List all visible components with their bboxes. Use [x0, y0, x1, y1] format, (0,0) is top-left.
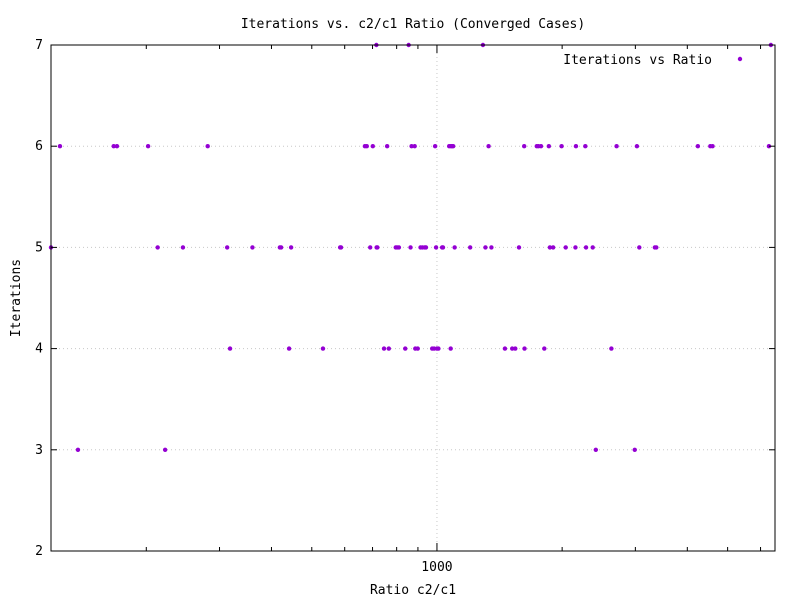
data-point	[440, 245, 446, 250]
data-point	[583, 144, 588, 149]
data-point	[583, 245, 589, 250]
legend: Iterations vs Ratio	[563, 53, 743, 68]
data-point	[452, 245, 457, 250]
grid-lines	[51, 45, 775, 551]
data-point	[542, 346, 547, 351]
data-point	[227, 346, 233, 351]
data-point	[573, 144, 579, 149]
y-tick-label: 5	[35, 240, 43, 255]
data-point	[593, 447, 599, 452]
data-point	[370, 144, 375, 149]
data-point	[450, 144, 456, 149]
y-tick-label: 3	[35, 443, 43, 458]
data-point	[448, 346, 453, 351]
y-tick-label: 2	[35, 544, 43, 559]
axis-ticks	[51, 44, 775, 552]
y-tick-label: 6	[35, 139, 43, 154]
chart-title: Iterations vs. c2/c1 Ratio (Converged Ca…	[241, 17, 585, 32]
data-point	[637, 245, 642, 250]
data-point	[375, 245, 380, 250]
data-point	[75, 447, 81, 452]
data-point	[162, 447, 168, 452]
data-point	[695, 144, 701, 149]
x-tick-label: 1000	[421, 560, 452, 575]
data-point	[412, 144, 417, 149]
data-point	[250, 245, 255, 250]
tick-labels: 2 3 4 5 6 7 1000	[35, 38, 452, 575]
data-point	[145, 144, 151, 149]
data-point	[278, 245, 284, 250]
data-point	[205, 144, 210, 149]
data-point	[415, 346, 420, 351]
data-point	[408, 245, 413, 250]
data-point	[180, 245, 186, 250]
data-point	[432, 144, 438, 149]
y-axis-label: Iterations	[9, 259, 24, 337]
data-point	[386, 346, 392, 351]
plot-frame	[50, 44, 776, 552]
data-point	[364, 144, 369, 149]
data-point	[538, 144, 544, 149]
data-point	[224, 245, 230, 250]
data-point	[368, 245, 373, 250]
data-point	[766, 144, 772, 149]
legend-marker	[737, 56, 743, 62]
data-point	[563, 245, 568, 250]
data-point	[384, 144, 390, 149]
data-point	[155, 245, 160, 250]
data-point	[436, 346, 441, 351]
data-point	[396, 245, 402, 250]
y-tick-label: 4	[35, 342, 43, 357]
data-points	[48, 42, 774, 452]
data-point	[710, 144, 715, 149]
data-point	[320, 346, 326, 351]
data-point	[486, 144, 491, 149]
data-point	[409, 144, 414, 149]
legend-label: Iterations vs Ratio	[563, 53, 712, 68]
data-point	[614, 144, 619, 149]
data-point	[521, 144, 527, 149]
data-point	[547, 245, 553, 250]
data-point	[114, 144, 120, 149]
data-point	[559, 144, 564, 149]
data-point	[111, 144, 116, 149]
data-point	[522, 346, 527, 351]
data-point	[489, 245, 494, 250]
data-point	[654, 245, 659, 250]
data-point	[609, 346, 614, 351]
data-point	[590, 245, 595, 250]
data-point	[467, 245, 473, 250]
data-point	[338, 245, 344, 250]
data-point	[510, 346, 515, 351]
data-point	[516, 245, 522, 250]
y-tick-label: 7	[35, 38, 43, 53]
x-axis-label: Ratio c2/c1	[370, 583, 456, 598]
data-point	[634, 144, 640, 149]
data-point	[546, 144, 552, 149]
data-point	[502, 346, 508, 351]
data-point	[550, 245, 556, 250]
data-point	[513, 346, 518, 351]
data-point	[57, 144, 63, 149]
data-point	[381, 346, 387, 351]
data-point	[433, 245, 439, 250]
data-point	[288, 245, 294, 250]
data-point	[403, 346, 408, 351]
data-point	[423, 245, 429, 250]
data-point	[286, 346, 292, 351]
data-point	[573, 245, 578, 250]
data-point	[632, 447, 637, 452]
data-point	[483, 245, 488, 250]
